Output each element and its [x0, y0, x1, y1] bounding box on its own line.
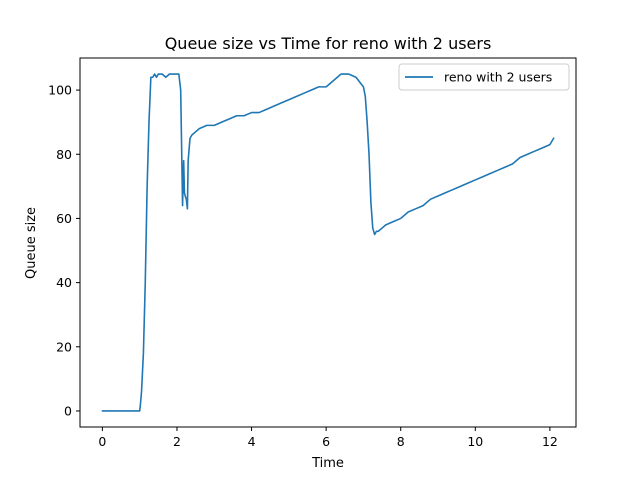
- chart-title: Queue size vs Time for reno with 2 users: [165, 34, 492, 53]
- plot-area: [79, 57, 577, 428]
- series-layer: [101, 73, 555, 412]
- y-axis-ticks: 0 20 40 60 80 100: [48, 83, 80, 418]
- axes-frame: [79, 57, 577, 428]
- legend: reno with 2 users: [398, 63, 570, 91]
- y-tick-label: 0: [64, 403, 72, 418]
- legend-entry-label: reno with 2 users: [444, 70, 552, 85]
- x-axis-ticks: 0 2 4 6 8 10 12: [98, 427, 558, 449]
- x-tick-label: 8: [397, 434, 405, 449]
- x-axis-label: Time: [311, 456, 344, 471]
- y-axis-label: Queue size: [24, 207, 39, 279]
- series-line-0: [101, 73, 555, 412]
- x-tick-label: 10: [467, 434, 483, 449]
- x-tick-label: 12: [542, 434, 558, 449]
- y-tick-label: 60: [56, 211, 72, 226]
- y-tick-label: 20: [56, 339, 72, 354]
- x-tick-label: 2: [173, 434, 181, 449]
- x-tick-label: 4: [248, 434, 256, 449]
- legend-box: [398, 63, 570, 91]
- y-tick-label: 40: [56, 275, 72, 290]
- y-tick-label: 80: [56, 147, 72, 162]
- x-tick-label: 6: [322, 434, 330, 449]
- y-tick-label: 100: [48, 83, 72, 98]
- x-tick-label: 0: [98, 434, 106, 449]
